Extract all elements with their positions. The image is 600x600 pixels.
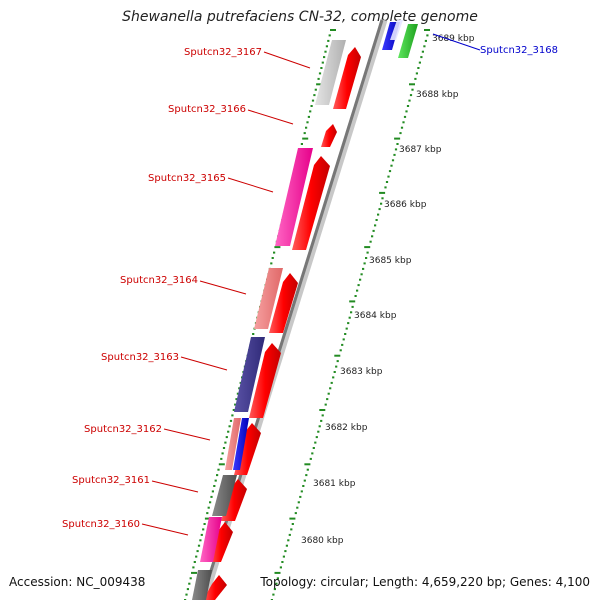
- scale-label-3688: 3688 kbp: [416, 90, 459, 100]
- gene-sputcn32-3164-arrow[interactable]: [269, 273, 298, 333]
- gene-label-sputcn32-3166[interactable]: Sputcn32_3166: [168, 104, 246, 115]
- gene-sputcn32-3164-annotation-bar[interactable]: [254, 268, 283, 329]
- gene-sputcn32-3162-annotation-bar-2[interactable]: [233, 418, 249, 470]
- gene-label-sputcn32-3167[interactable]: Sputcn32_3167: [184, 47, 262, 58]
- scale-label-3681: 3681 kbp: [313, 479, 356, 489]
- map-title: Shewanella putrefaciens CN-32, complete …: [122, 9, 478, 25]
- gene-sputcn32-3162-annotation-bar[interactable]: [225, 418, 241, 470]
- scale-label-3685: 3685 kbp: [369, 256, 412, 266]
- label-leader-3168: [432, 33, 481, 51]
- accession-text: Accession: NC_009438: [9, 575, 146, 589]
- scale-label-3686: 3686 kbp: [384, 200, 427, 210]
- label-leader-3161: [151, 480, 199, 493]
- scale-label-3687: 3687 kbp: [399, 145, 442, 155]
- gene-forward-silver-bar: [390, 20, 403, 40]
- label-leader-3163: [180, 356, 228, 371]
- scale-label-3682: 3682 kbp: [325, 423, 368, 433]
- gene-label-sputcn32-3161[interactable]: Sputcn32_3161: [72, 475, 150, 486]
- gene-sputcn32-3160-annotation-bar[interactable]: [200, 517, 222, 562]
- gene-sputcn32-3165-arrow[interactable]: [292, 156, 330, 250]
- label-leader-3164: [199, 280, 247, 295]
- gene-label-sputcn32-3160[interactable]: Sputcn32_3160: [62, 519, 140, 530]
- gene-bottom-annotation-bar: [192, 570, 212, 600]
- gene-sputcn32-3161-arrow[interactable]: [221, 479, 247, 521]
- gene-sputcn32-3166-arrow[interactable]: [321, 124, 337, 147]
- gene-sputcn32-3165-annotation-bar[interactable]: [275, 148, 313, 246]
- gene-label-sputcn32-3162[interactable]: Sputcn32_3162: [84, 424, 162, 435]
- scale-label-3684: 3684 kbp: [354, 311, 397, 321]
- genome-summary-text: Topology: circular; Length: 4,659,220 bp…: [260, 575, 590, 589]
- scale-label-3680: 3680 kbp: [301, 536, 344, 546]
- scale-label-3689: 3689 kbp: [432, 34, 475, 44]
- label-leader-3165: [227, 177, 274, 193]
- scale-ticks-outer: [270, 29, 430, 600]
- gene-sputcn32-3168-annotation-bar[interactable]: [398, 24, 418, 58]
- gene-label-sputcn32-3165[interactable]: Sputcn32_3165: [148, 173, 226, 184]
- gene-sputcn32-3167-arrow[interactable]: [333, 47, 361, 109]
- gene-label-sputcn32-3168[interactable]: Sputcn32_3168: [480, 45, 558, 56]
- label-leader-3162: [163, 428, 211, 441]
- gene-sputcn32-3163-annotation-bar[interactable]: [234, 337, 265, 412]
- scale-label-3683: 3683 kbp: [340, 367, 383, 377]
- label-leader-3166: [247, 109, 294, 125]
- label-leader-3160: [141, 523, 189, 536]
- label-leader-3167: [263, 51, 311, 69]
- gene-label-sputcn32-3163[interactable]: Sputcn32_3163: [101, 352, 179, 363]
- gene-label-sputcn32-3164[interactable]: Sputcn32_3164: [120, 275, 198, 286]
- gene-sputcn32-3163-arrow[interactable]: [249, 343, 281, 418]
- gene-bottom-arrow: [203, 575, 227, 600]
- gene-sputcn32-3167-annotation-bar[interactable]: [315, 40, 346, 105]
- gene-sputcn32-3161-annotation-bar[interactable]: [212, 475, 237, 516]
